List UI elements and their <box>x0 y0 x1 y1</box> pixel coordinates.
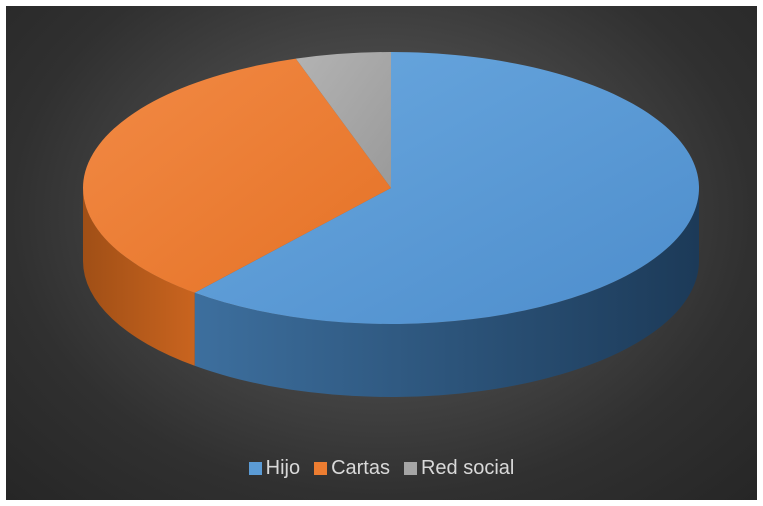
pie-chart <box>82 52 700 397</box>
pie-slice-cartas <box>82 58 391 293</box>
legend-swatch-red-social <box>403 462 417 475</box>
legend-label-red-social: Red social <box>420 457 515 479</box>
pie-side-hijo <box>194 188 700 397</box>
legend-item-hijo: Hijo <box>248 457 301 480</box>
legend-item-cartas: Cartas <box>314 457 390 480</box>
chart-area: Hijo Cartas Red social <box>6 6 757 500</box>
pie-slice-hijo <box>194 52 700 324</box>
legend-item-red-social: Red social <box>403 457 515 480</box>
legend-label-hijo: Hijo <box>265 457 301 479</box>
pie-slice-red-social <box>295 52 391 188</box>
pie-side-cartas <box>83 188 195 366</box>
legend-swatch-cartas <box>314 462 328 475</box>
legend-label-cartas: Cartas <box>331 457 390 479</box>
chart-legend: Hijo Cartas Red social <box>6 457 757 480</box>
legend-swatch-hijo <box>248 462 262 475</box>
